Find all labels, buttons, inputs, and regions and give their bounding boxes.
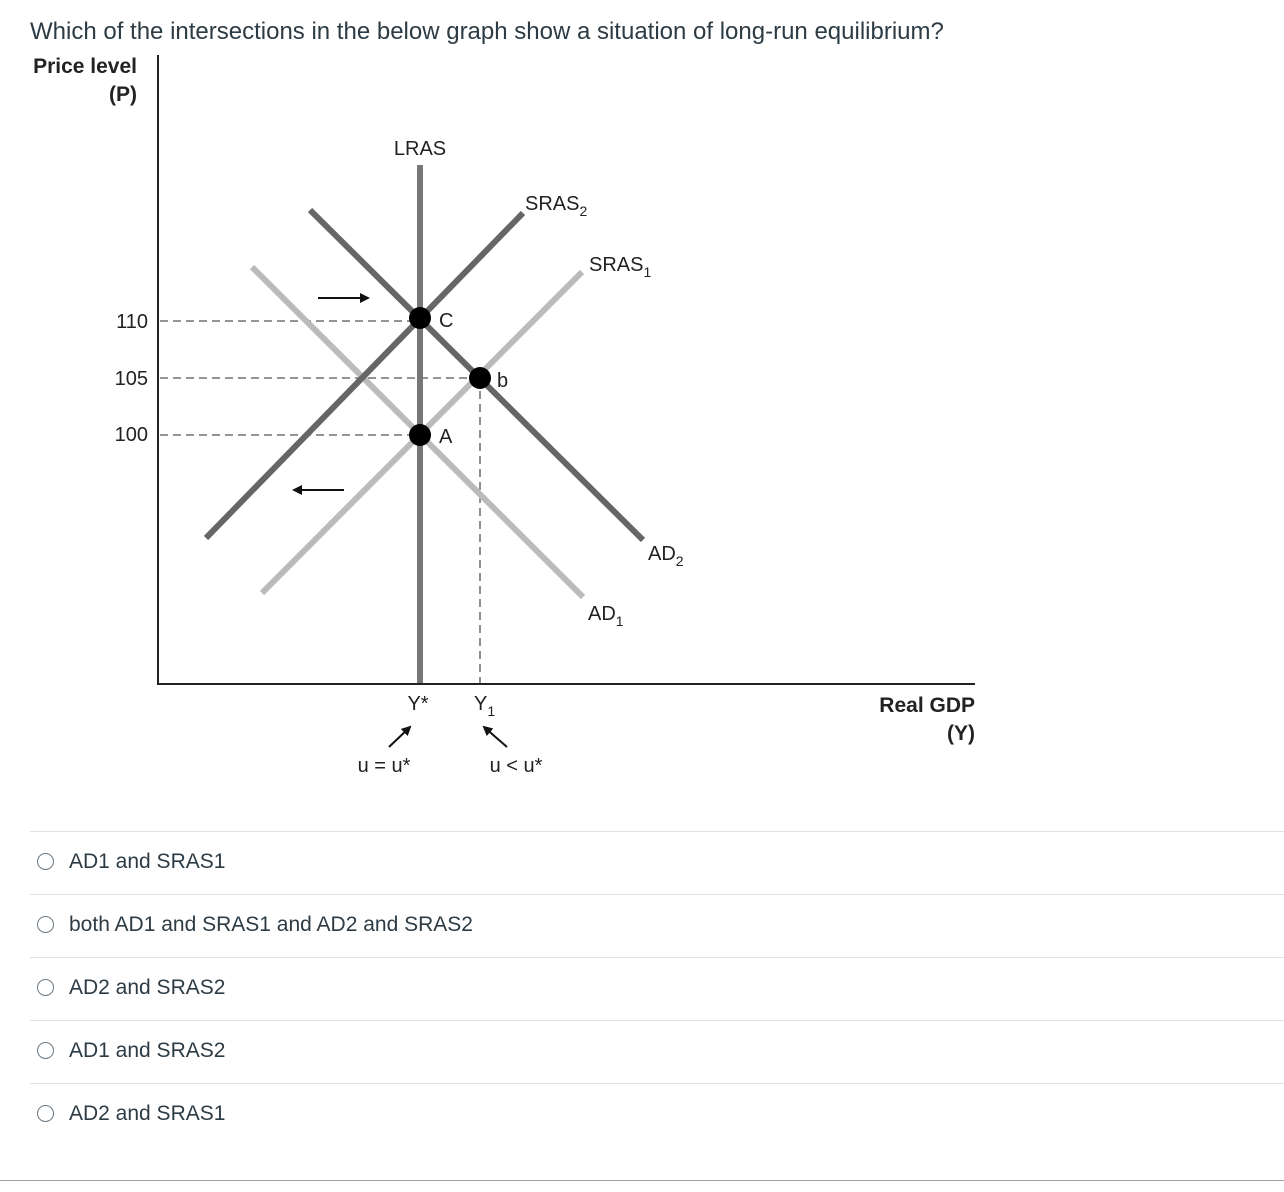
y1-label: Y1 [474, 693, 495, 719]
tick-100: 100 [115, 424, 148, 446]
point-c-marker [409, 307, 431, 329]
answer-label: both AD1 and SRAS1 and AD2 and SRAS2 [69, 913, 473, 936]
x-axis-label-unit: (Y) [947, 722, 975, 745]
bottom-divider [0, 1180, 1284, 1181]
radio-button[interactable] [37, 916, 54, 933]
answer-label: AD2 and SRAS2 [69, 976, 226, 999]
sras2-curve [203, 210, 526, 541]
answer-list: AD1 and SRAS1 both AD1 and SRAS1 and AD2… [30, 831, 1284, 1146]
point-a-marker [409, 424, 431, 446]
point-b-marker [469, 367, 491, 389]
answer-option-3[interactable]: AD2 and SRAS2 [30, 957, 1284, 1020]
answer-label: AD1 and SRAS1 [69, 850, 226, 873]
tick-110: 110 [116, 311, 148, 333]
question-text: Which of the intersections in the below … [30, 18, 944, 45]
sras1-label: SRAS1 [589, 254, 651, 280]
answer-option-5[interactable]: AD2 and SRAS1 [30, 1083, 1284, 1146]
u-equal-label: u = u* [358, 755, 411, 777]
y-axis-label-unit: (P) [109, 83, 137, 106]
radio-button[interactable] [37, 1105, 54, 1122]
u-less-label: u < u* [490, 755, 543, 777]
tick-105: 105 [115, 368, 148, 390]
answer-label: AD2 and SRAS1 [69, 1102, 226, 1125]
x-axis-label: Real GDP [879, 694, 975, 717]
lras-label: LRAS [394, 138, 446, 160]
point-a-label: A [439, 426, 453, 448]
sras2-label: SRAS2 [525, 193, 587, 219]
radio-button[interactable] [37, 1042, 54, 1059]
u-less-arrow [482, 725, 508, 748]
u-equal-arrow [388, 725, 412, 748]
ad-as-graph: Price level (P) Real GDP (Y) 110 105 100… [0, 50, 1284, 790]
radio-button[interactable] [37, 979, 54, 996]
y-star-label: Y* [407, 693, 428, 715]
point-b-label: b [497, 370, 508, 392]
ad2-label: AD2 [648, 543, 684, 569]
y-axis-label: Price level [33, 55, 137, 78]
answer-option-2[interactable]: both AD1 and SRAS1 and AD2 and SRAS2 [30, 894, 1284, 957]
point-c-label: C [439, 310, 453, 332]
radio-button[interactable] [37, 853, 54, 870]
answer-label: AD1 and SRAS2 [69, 1039, 226, 1062]
ad1-label: AD1 [588, 603, 624, 629]
answer-option-1[interactable]: AD1 and SRAS1 [30, 831, 1284, 894]
answer-option-4[interactable]: AD1 and SRAS2 [30, 1020, 1284, 1083]
